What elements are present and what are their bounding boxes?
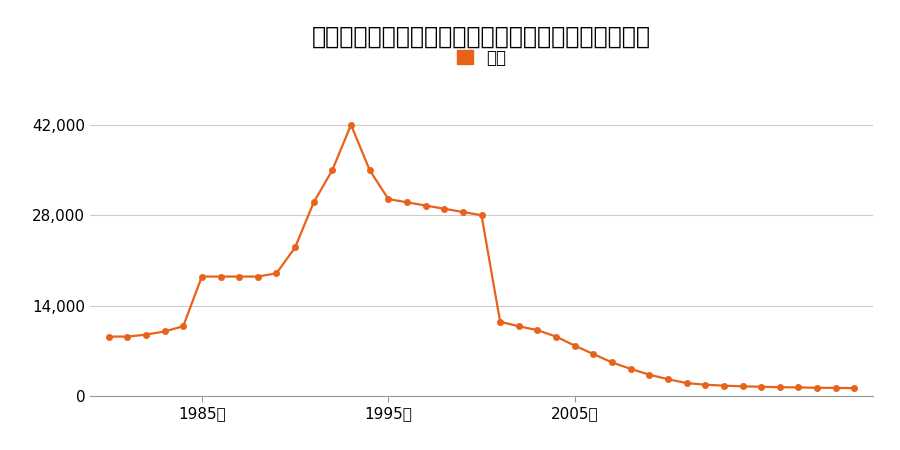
Title: 千葉県八千代市大和田新田字平作８７０番の地価推移: 千葉県八千代市大和田新田字平作８７０番の地価推移 bbox=[312, 24, 651, 49]
Legend: 価格: 価格 bbox=[450, 42, 513, 73]
